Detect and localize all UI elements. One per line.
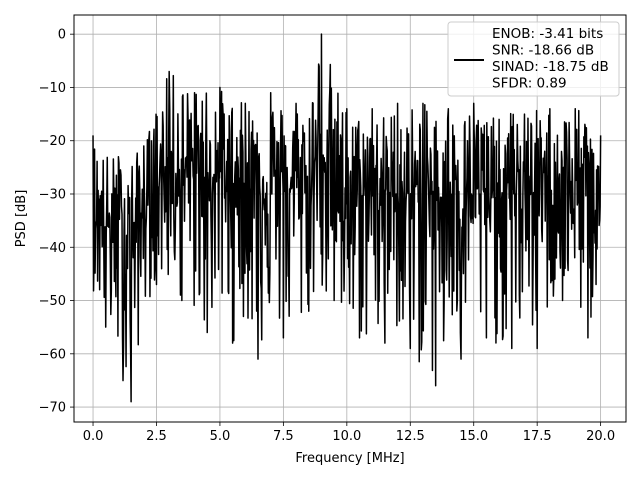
x-tick-label: 0.0 [83, 429, 104, 444]
y-tick-label: −40 [39, 241, 66, 256]
axes-frame [73, 14, 627, 423]
x-tick-label: 17.5 [523, 429, 552, 444]
legend: ENOB: -3.41 bits SNR: -18.66 dB SINAD: -… [447, 21, 620, 97]
x-axis-label: Frequency [MHz] [295, 451, 404, 466]
y-tick-label: −70 [39, 401, 66, 416]
psd-series-line [92, 33, 602, 403]
x-tick-label: 7.5 [273, 429, 294, 444]
x-tick-label: 15.0 [459, 429, 488, 444]
x-tick-label: 5.0 [210, 429, 231, 444]
x-tick-label: 10.0 [332, 429, 361, 444]
x-tick-label: 12.5 [396, 429, 425, 444]
y-tick-label: −50 [39, 294, 66, 309]
y-tick-label: −20 [39, 134, 66, 149]
y-tick-label: −10 [39, 81, 66, 96]
x-tick-label: 20.0 [586, 429, 615, 444]
legend-sinad: SINAD: -18.75 dB [492, 59, 609, 75]
legend-sfdr: SFDR: 0.89 [492, 76, 567, 92]
ticks: 0.0 2.5 5.0 7.5 10.0 12.5 15.0 17.5 20.0 0 −10 −20 −… [39, 28, 616, 444]
x-tick-label: 2.5 [146, 429, 167, 444]
y-tick-label: −30 [39, 187, 66, 202]
y-axis-label: PSD [dB] [14, 190, 29, 248]
legend-enob: ENOB: -3.41 bits [492, 26, 603, 42]
y-tick-label: 0 [58, 28, 66, 43]
legend-box [447, 21, 620, 97]
legend-snr: SNR: -18.66 dB [492, 43, 594, 59]
plot-area [92, 33, 602, 403]
y-tick-label: −60 [39, 347, 66, 362]
